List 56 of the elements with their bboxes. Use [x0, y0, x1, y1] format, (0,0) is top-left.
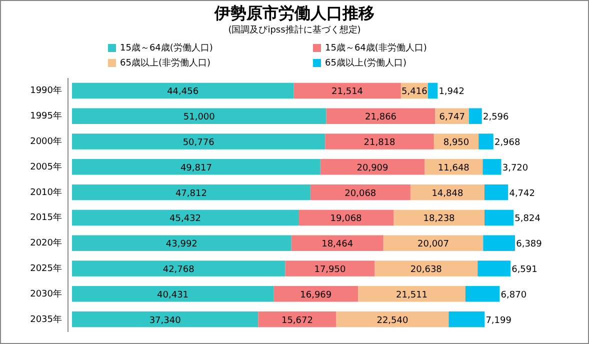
data-label: 6,591: [512, 264, 538, 275]
data-label: 20,909: [356, 163, 389, 174]
legend-label: 65歳以上(非労働人口): [120, 57, 210, 68]
data-label: 18,238: [423, 214, 456, 224]
data-label: 8,950: [443, 138, 470, 148]
y-tick-label: 2025年: [30, 262, 62, 274]
data-label: 2,968: [494, 138, 521, 148]
data-label: 6,747: [439, 112, 465, 123]
y-tick-label: 2020年: [30, 238, 62, 249]
y-tick-label: 2010年: [30, 186, 62, 198]
y-tick-label: 2015年: [30, 212, 62, 224]
data-label: 22,540: [376, 316, 409, 326]
data-label: 47,812: [175, 188, 207, 199]
data-label: 44,456: [167, 87, 199, 98]
data-label: 21,514: [332, 87, 364, 98]
y-tick-label: 2030年: [30, 288, 62, 300]
data-label: 37,340: [149, 316, 182, 326]
data-label: 15,672: [281, 316, 313, 326]
data-label: 20,068: [344, 188, 376, 199]
y-tick-label: 1995年: [30, 110, 62, 122]
data-label: 5,824: [514, 214, 541, 224]
chart-subtitle: (国調及びipss推計に基づく想定): [228, 24, 361, 36]
data-label: 21,818: [364, 138, 396, 148]
data-label: 19,068: [330, 214, 362, 224]
data-label: 16,969: [300, 290, 332, 300]
y-tick-label: 1990年: [30, 85, 62, 96]
data-label: 3,720: [502, 163, 528, 174]
data-label: 20,007: [418, 240, 450, 250]
data-label: 5,416: [402, 87, 428, 98]
data-label: 21,866: [365, 112, 397, 123]
data-label: 6,389: [516, 240, 542, 250]
data-label: 21,511: [396, 290, 428, 300]
data-label: 1,942: [438, 87, 464, 98]
y-tick-label: 2035年: [30, 314, 62, 325]
data-label: 51,000: [183, 112, 216, 123]
data-label: 49,817: [180, 163, 212, 174]
y-tick-label: 2000年: [30, 136, 62, 147]
data-label: 50,776: [182, 138, 215, 148]
data-label: 42,768: [162, 264, 195, 275]
data-label: 7,199: [486, 316, 512, 326]
data-label: 18,464: [322, 240, 354, 250]
data-label: 45,432: [170, 214, 202, 224]
legend-label: 15歳～64歳(労働人口): [120, 42, 213, 54]
data-label: 17,950: [314, 264, 346, 275]
legend-label: 65歳以上(労働人口): [325, 57, 406, 68]
y-tick-label: 2005年: [30, 161, 62, 172]
data-label: 11,648: [438, 163, 470, 174]
data-label: 4,742: [509, 188, 535, 199]
data-label: 6,870: [500, 290, 527, 300]
data-label: 20,638: [410, 264, 442, 275]
data-label: 2,596: [482, 112, 510, 123]
data-label: 14,848: [432, 188, 464, 199]
data-label: 43,992: [166, 240, 198, 250]
chart-title: 伊勢原市労働人口推移: [214, 3, 374, 22]
legend-label: 15歳～64歳(非労働人口): [325, 42, 427, 54]
data-label: 40,431: [157, 290, 189, 300]
